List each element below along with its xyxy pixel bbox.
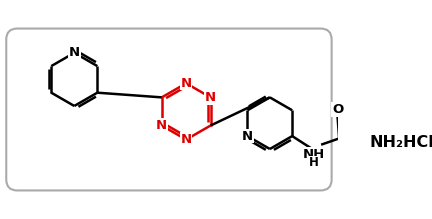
Text: N: N — [156, 119, 167, 132]
Text: N: N — [181, 77, 192, 90]
Text: N: N — [181, 133, 192, 146]
Text: N: N — [69, 46, 80, 59]
Text: O: O — [332, 103, 343, 116]
Text: NH₂HCl: NH₂HCl — [369, 135, 432, 150]
FancyBboxPatch shape — [6, 28, 332, 191]
Text: N: N — [205, 91, 216, 104]
Text: NH: NH — [303, 148, 325, 161]
Text: H: H — [309, 156, 319, 169]
Text: N: N — [242, 130, 253, 143]
